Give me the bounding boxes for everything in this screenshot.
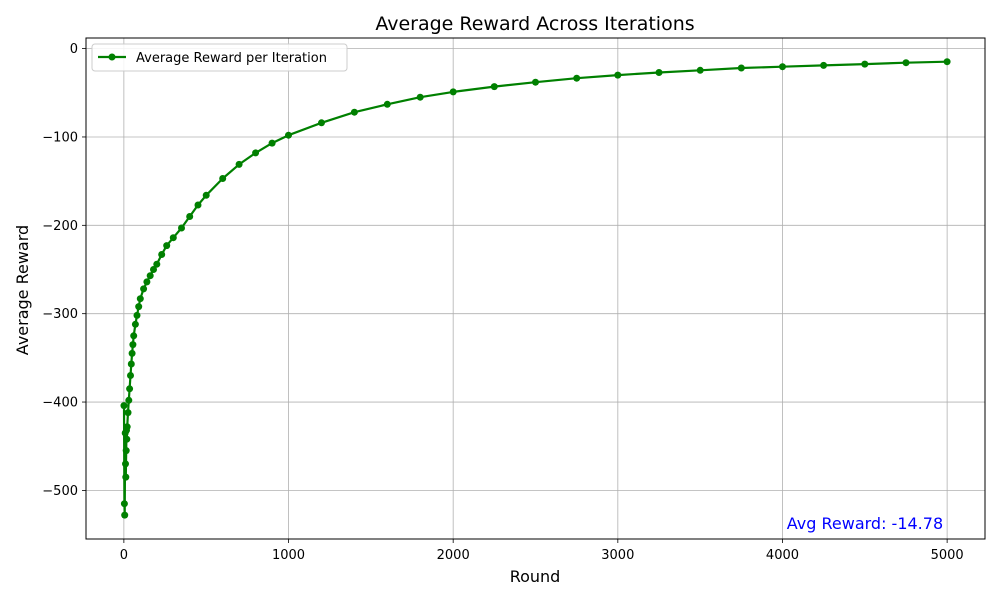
data-point (194, 201, 202, 209)
series-line (122, 60, 948, 517)
data-point (573, 74, 581, 82)
data-point (235, 160, 243, 168)
data-point (127, 360, 135, 368)
x-tick-label: 2000 (437, 548, 470, 563)
data-point (140, 285, 148, 293)
chart-title: Average Reward Across Iterations (375, 13, 694, 35)
series-layer (120, 58, 951, 519)
data-point (449, 88, 457, 96)
data-point (902, 59, 910, 67)
data-point (126, 385, 134, 393)
data-point (318, 119, 325, 127)
x-tick-label: 0 (120, 548, 128, 563)
data-point (861, 60, 869, 68)
data-point (252, 149, 260, 157)
y-axis-label: Average Reward (13, 225, 32, 355)
data-point (202, 191, 210, 199)
y-tick-label: 0 (70, 42, 78, 57)
data-point (121, 511, 129, 519)
data-point (123, 435, 131, 443)
data-point (696, 66, 704, 74)
data-point (122, 447, 130, 455)
data-point (120, 402, 128, 410)
legend-frame (91, 43, 348, 72)
data-point (158, 251, 166, 258)
data-point (169, 234, 177, 242)
data-point (943, 58, 951, 66)
data-point (129, 341, 137, 349)
data-point (128, 349, 136, 357)
y-tick-label: −400 (42, 396, 78, 411)
data-point (146, 272, 154, 280)
x-tick-label: 1000 (272, 548, 305, 563)
data-point (186, 213, 194, 220)
data-point (150, 266, 157, 273)
data-point (153, 260, 161, 268)
data-point (383, 100, 391, 108)
data-point (135, 303, 143, 311)
data-point (350, 108, 358, 116)
data-point (133, 311, 141, 319)
data-point (131, 320, 139, 328)
data-point (122, 473, 130, 481)
data-point (178, 224, 185, 232)
data-point (127, 372, 134, 379)
ticks: 0 1000 2000 3000 4000 5000 0 −100 −200 −300 −400 −5… (42, 42, 963, 563)
grid (86, 38, 985, 539)
data-point (122, 460, 129, 468)
legend-marker-swatch (108, 53, 116, 61)
y-tick-label: −500 (42, 484, 78, 499)
data-point (820, 61, 828, 69)
data-point (655, 69, 663, 76)
data-point (268, 139, 276, 147)
x-axis-label: Round (510, 567, 561, 586)
data-point (490, 83, 498, 91)
x-tick-label: 3000 (601, 548, 634, 563)
data-point (123, 423, 131, 431)
data-point (120, 500, 128, 508)
data-point (532, 78, 539, 86)
data-point (125, 396, 133, 404)
y-tick-label: −200 (42, 219, 78, 234)
data-point (124, 409, 132, 417)
plot-frame (85, 37, 986, 540)
data-point (614, 71, 622, 79)
y-tick-label: −100 (42, 130, 78, 145)
data-point (130, 332, 138, 340)
data-point (219, 175, 227, 182)
data-point (416, 93, 424, 101)
y-tick-label: −300 (42, 307, 78, 322)
legend: Average Reward per Iteration (91, 43, 348, 72)
data-point (143, 278, 151, 286)
avg-reward-annotation: Avg Reward: -14.78 (787, 514, 943, 533)
data-point (163, 242, 171, 250)
x-tick-label: 4000 (766, 548, 799, 563)
x-tick-label: 5000 (931, 548, 964, 563)
data-point (136, 295, 144, 303)
data-point (779, 63, 786, 71)
legend-label: Average Reward per Iteration (136, 51, 327, 66)
data-point (737, 64, 745, 72)
data-point (285, 131, 292, 139)
